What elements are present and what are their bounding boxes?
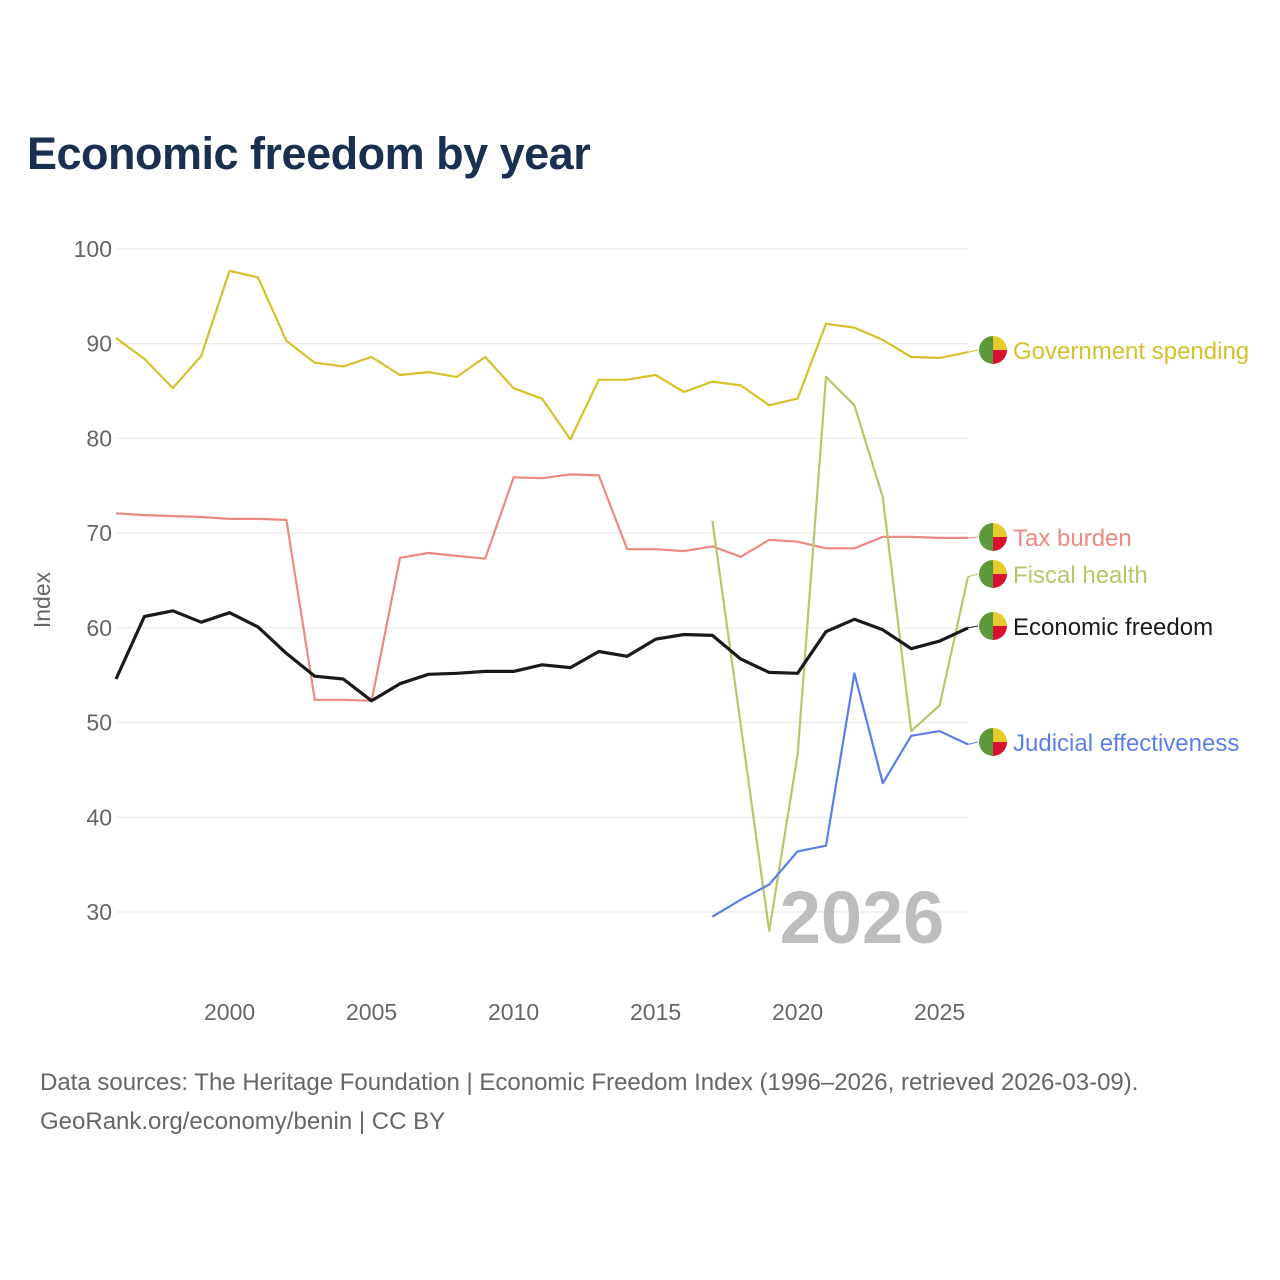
x-tick-label: 2010 bbox=[488, 999, 539, 1025]
series-label: Fiscal health bbox=[1013, 562, 1148, 589]
label-connector bbox=[967, 573, 979, 578]
flag-icon-yellow bbox=[993, 560, 1007, 574]
flag-icon-red bbox=[993, 742, 1007, 756]
label-connector bbox=[967, 349, 979, 353]
y-tick-label: 30 bbox=[86, 899, 112, 925]
flag-icon-yellow bbox=[993, 728, 1007, 742]
y-tick-label: 60 bbox=[86, 615, 112, 641]
flag-icon-green bbox=[979, 336, 993, 364]
y-tick-label: 80 bbox=[86, 425, 112, 451]
x-tick-label: 2020 bbox=[772, 999, 823, 1025]
flag-icon-yellow bbox=[993, 612, 1007, 626]
flag-icon-yellow bbox=[993, 523, 1007, 537]
y-tick-label: 50 bbox=[86, 710, 112, 736]
flag-icon-green bbox=[979, 612, 993, 640]
series-line-government-spending bbox=[115, 269, 969, 441]
flag-icon-green bbox=[979, 560, 993, 588]
footer-link[interactable]: GeoRank.org/economy/benin | CC BY bbox=[40, 1108, 446, 1135]
series-label: Economic freedom bbox=[1013, 614, 1213, 641]
y-tick-label: 100 bbox=[74, 236, 112, 262]
x-tick-label: 2005 bbox=[346, 999, 397, 1025]
series-line-judicial-effectiveness bbox=[711, 672, 969, 918]
series-label: Judicial effectiveness bbox=[1013, 730, 1239, 757]
flag-icon-red bbox=[993, 350, 1007, 364]
flag-icon-green bbox=[979, 728, 993, 756]
series-label: Government spending bbox=[1013, 338, 1249, 365]
y-tick-label: 90 bbox=[86, 331, 112, 357]
flag-icon-red bbox=[993, 626, 1007, 640]
footer-source: Data sources: The Heritage Foundation | … bbox=[40, 1069, 1139, 1096]
series-label: Tax burden bbox=[1013, 525, 1132, 552]
label-connector bbox=[967, 536, 979, 539]
label-connector bbox=[967, 741, 979, 745]
y-axis-label: Index bbox=[29, 571, 55, 628]
x-tick-label: 2000 bbox=[204, 999, 255, 1025]
chart-title: Economic freedom by year bbox=[27, 128, 591, 179]
label-connector bbox=[967, 625, 979, 629]
flag-icon-red bbox=[993, 574, 1007, 588]
x-tick-label: 2025 bbox=[914, 999, 965, 1025]
y-tick-label: 40 bbox=[86, 804, 112, 830]
flag-icon-red bbox=[993, 537, 1007, 551]
flag-icon-yellow bbox=[993, 336, 1007, 350]
series-line-economic-freedom bbox=[114, 609, 969, 703]
x-tick-label: 2015 bbox=[630, 999, 681, 1025]
series-line-fiscal-health bbox=[711, 375, 970, 933]
flag-icon-green bbox=[979, 523, 993, 551]
y-tick-label: 70 bbox=[86, 520, 112, 546]
series-line-tax-burden bbox=[115, 473, 968, 702]
year-watermark: 2026 bbox=[780, 876, 945, 959]
